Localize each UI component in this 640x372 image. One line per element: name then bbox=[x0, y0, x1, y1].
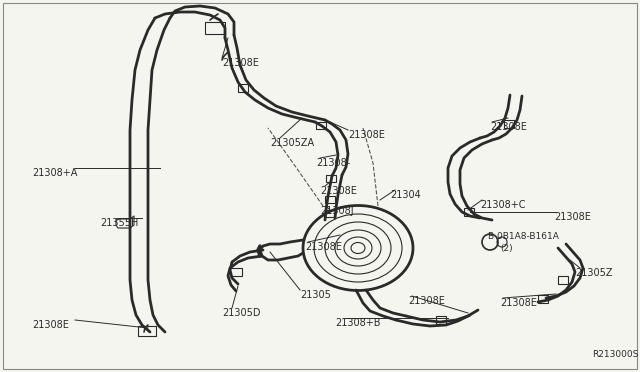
Text: 21308+B: 21308+B bbox=[335, 318, 381, 328]
Bar bbox=[205, 22, 225, 34]
Text: 21308E: 21308E bbox=[490, 122, 527, 132]
Text: B 0B1A8-B161A: B 0B1A8-B161A bbox=[488, 232, 559, 241]
Text: 21305Z: 21305Z bbox=[575, 268, 612, 278]
Bar bbox=[504, 120, 514, 128]
Bar bbox=[238, 84, 248, 92]
Bar bbox=[138, 326, 156, 336]
Bar bbox=[464, 208, 474, 216]
Text: 21308E: 21308E bbox=[32, 320, 69, 330]
Text: 21305: 21305 bbox=[300, 290, 331, 300]
Text: 21308E: 21308E bbox=[554, 212, 591, 222]
Text: 21308E: 21308E bbox=[305, 242, 342, 252]
Text: 21308-: 21308- bbox=[316, 158, 350, 168]
Text: R213000S: R213000S bbox=[592, 350, 638, 359]
Bar bbox=[326, 175, 336, 182]
Text: 21305ZA: 21305ZA bbox=[270, 138, 314, 148]
Text: 21308E: 21308E bbox=[500, 298, 537, 308]
Text: 21308J: 21308J bbox=[320, 206, 354, 216]
Text: 21308E: 21308E bbox=[222, 58, 259, 68]
Text: 21308E: 21308E bbox=[348, 130, 385, 140]
Text: 21308E: 21308E bbox=[320, 186, 357, 196]
Text: 21308E: 21308E bbox=[408, 296, 445, 306]
Text: 21308+A: 21308+A bbox=[32, 168, 77, 178]
Bar bbox=[325, 196, 335, 203]
Bar bbox=[558, 276, 568, 284]
Bar bbox=[436, 316, 446, 324]
Text: 21355H: 21355H bbox=[100, 218, 138, 228]
Text: 21304: 21304 bbox=[390, 190, 420, 200]
Bar bbox=[316, 122, 326, 129]
Bar bbox=[538, 295, 548, 303]
Bar bbox=[230, 268, 242, 276]
Bar bbox=[325, 210, 335, 217]
Text: 21308+C: 21308+C bbox=[480, 200, 525, 210]
Text: (2): (2) bbox=[500, 244, 513, 253]
Text: 21305D: 21305D bbox=[222, 308, 260, 318]
